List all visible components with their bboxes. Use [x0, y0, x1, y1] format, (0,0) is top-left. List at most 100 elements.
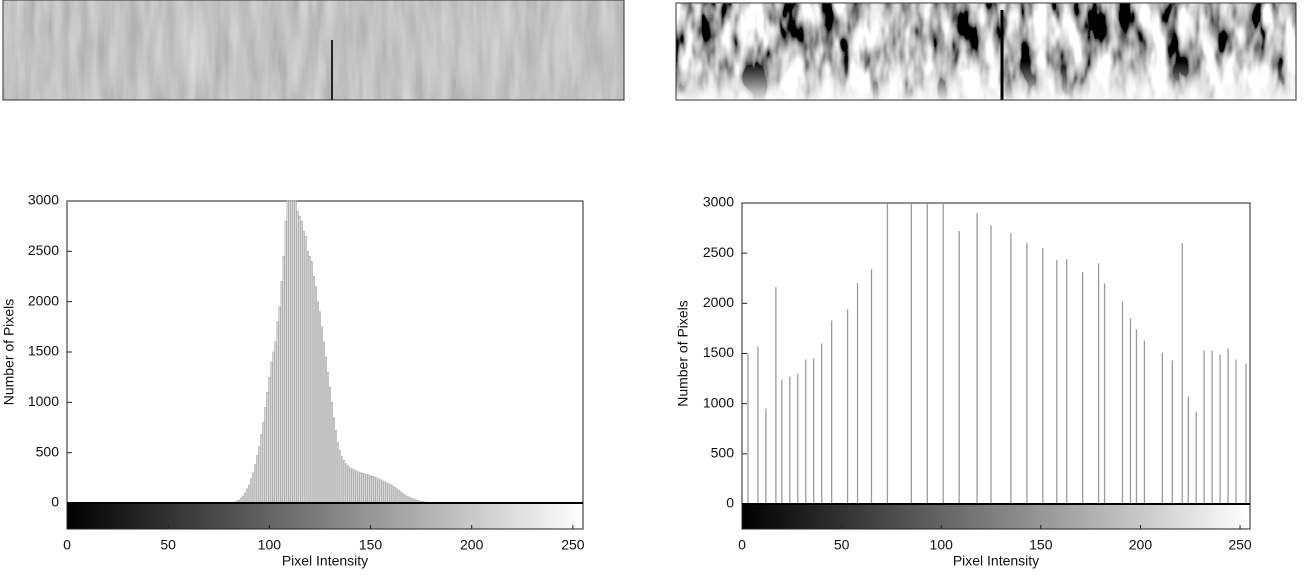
bar	[272, 351, 275, 504]
image-equalized	[675, 2, 1297, 101]
bar	[270, 361, 273, 504]
bar	[264, 407, 267, 504]
bar	[310, 261, 313, 504]
bar	[347, 465, 350, 504]
bar	[258, 446, 261, 504]
bar	[278, 306, 281, 504]
y-tick-label: 500	[36, 443, 60, 459]
bar	[284, 220, 287, 504]
bar	[391, 485, 394, 504]
bar	[381, 480, 384, 504]
x-tick-label: 200	[1129, 537, 1153, 553]
bar	[262, 422, 265, 504]
x-tick-label: 150	[359, 537, 383, 553]
x-tick-label: 150	[1029, 537, 1053, 553]
bar	[242, 495, 244, 504]
bar	[302, 230, 305, 504]
bar	[296, 210, 299, 504]
y-tick-label: 1000	[28, 393, 59, 409]
bar	[387, 483, 390, 504]
y-tick-label: 2500	[28, 242, 59, 258]
bar	[357, 471, 360, 504]
y-tick-label: 0	[726, 495, 734, 511]
x-tick-label: 0	[63, 537, 71, 553]
y-tick-label: 1500	[28, 343, 59, 359]
bar	[252, 472, 255, 504]
bar	[404, 494, 406, 504]
y-tick-label: 1000	[703, 394, 734, 410]
plot-area	[66, 200, 584, 504]
bar	[294, 200, 297, 504]
bar	[402, 493, 404, 504]
bar	[373, 476, 376, 504]
bar	[367, 474, 370, 504]
bar	[349, 467, 352, 504]
bar	[325, 356, 327, 504]
x-tick-label: 250	[1228, 537, 1252, 553]
bar	[337, 442, 340, 504]
bar	[268, 376, 271, 504]
bar	[321, 326, 323, 504]
bar	[308, 256, 311, 504]
y-axis-label: Number of Pixels	[675, 300, 691, 407]
y-tick-label: 500	[711, 445, 735, 461]
bar	[254, 464, 257, 504]
bar	[393, 487, 396, 504]
image-original	[2, 0, 625, 101]
x-tick-label: 100	[930, 537, 954, 553]
bar	[389, 484, 392, 504]
bar	[359, 472, 362, 504]
bar	[341, 456, 344, 504]
bar	[256, 455, 259, 504]
y-tick-label: 1500	[703, 344, 734, 360]
y-tick-label: 3000	[703, 194, 734, 210]
bar	[306, 251, 309, 504]
x-axis-label: Pixel Intensity	[282, 553, 368, 569]
bar	[304, 235, 307, 504]
bar	[292, 200, 295, 504]
bar	[260, 434, 263, 504]
bar	[379, 479, 382, 504]
bar	[331, 402, 333, 504]
x-tick-label: 100	[258, 537, 282, 553]
bar	[369, 475, 372, 504]
bar	[298, 215, 301, 504]
bar	[312, 276, 315, 504]
y-axis-label: Number of Pixels	[1, 299, 17, 406]
bar	[345, 463, 348, 504]
y-tick-label: 0	[51, 494, 59, 510]
bar	[300, 220, 303, 504]
bar	[323, 341, 325, 504]
bar	[246, 488, 248, 504]
bar	[250, 478, 253, 504]
bar	[343, 460, 346, 504]
bar	[327, 371, 329, 504]
bar	[248, 484, 251, 504]
bar	[406, 495, 408, 504]
y-tick-label: 3000	[28, 192, 59, 208]
bar	[375, 477, 378, 504]
x-axis-label: Pixel Intensity	[953, 553, 1039, 569]
bar	[371, 476, 374, 504]
colorbar	[66, 502, 584, 530]
bar	[377, 478, 380, 504]
bar	[317, 301, 319, 504]
x-tick-label: 200	[460, 537, 484, 553]
bar	[395, 488, 398, 504]
bar	[280, 281, 283, 504]
bar	[266, 391, 269, 504]
y-tick-label: 2000	[28, 292, 59, 308]
bar	[276, 321, 279, 504]
bar	[353, 469, 356, 504]
bar	[286, 200, 289, 504]
y-tick-label: 2000	[703, 294, 734, 310]
bar	[314, 286, 317, 504]
bar	[383, 481, 386, 504]
bar	[244, 492, 246, 504]
bar	[319, 311, 321, 504]
bar	[282, 256, 285, 504]
x-tick-label: 50	[834, 537, 850, 553]
bar	[274, 341, 277, 504]
bar	[355, 470, 358, 504]
